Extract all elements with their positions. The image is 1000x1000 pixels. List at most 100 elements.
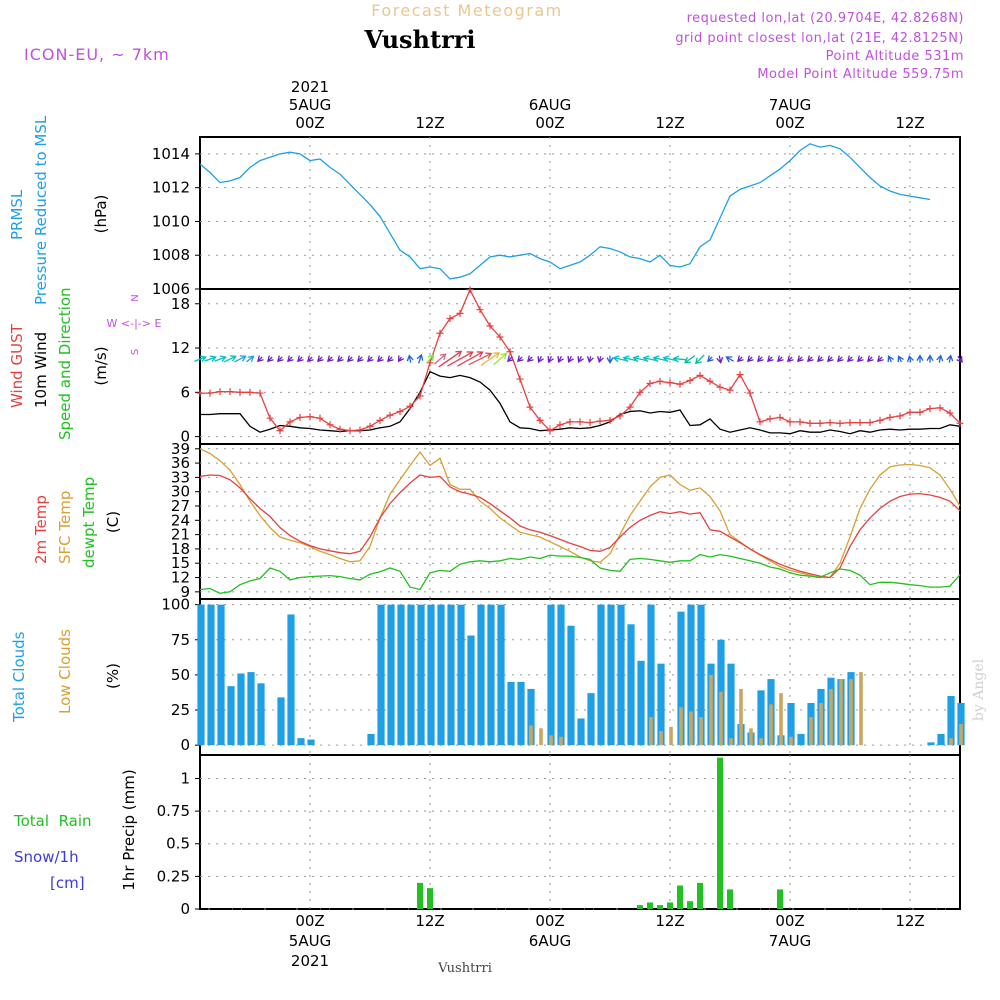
- bottom-day-label: 5AUG: [289, 932, 331, 950]
- wind-unit: (m/s): [92, 346, 110, 385]
- total-cloud-bar: [287, 614, 295, 746]
- total-cloud-bar: [677, 611, 685, 746]
- requested-coords: requested lon,lat (20.9704E, 42.8268N): [687, 11, 964, 26]
- temp-series: [199, 448, 961, 594]
- bottom-tick-label: 12Z: [895, 912, 924, 930]
- wind-gust-marker: [706, 377, 714, 385]
- wind-gust-marker: [576, 418, 584, 426]
- wind-gust-marker: [936, 404, 944, 412]
- rain-bar: [657, 905, 663, 909]
- total-cloud-bar: [277, 697, 285, 746]
- total-cloud-bar: [237, 673, 245, 746]
- credit: by Angel: [971, 658, 987, 721]
- wind-arrow-head: [757, 355, 764, 363]
- total-cloud-bar: [797, 733, 805, 746]
- wind-gust-marker: [376, 416, 384, 424]
- total-cloud-bar: [697, 604, 705, 746]
- precip-ytick-label: 1: [180, 769, 190, 787]
- wind-arrow-head: [209, 355, 217, 362]
- wind-arrow-head: [867, 355, 874, 363]
- wind-arrow-head: [287, 355, 294, 363]
- wind-arrow-head: [662, 355, 670, 363]
- wind-ytick-label: 12: [171, 339, 190, 357]
- cloud-label-2: Low Clouds: [56, 629, 74, 714]
- total-cloud-bar: [407, 604, 415, 746]
- wind-gust-marker: [276, 427, 284, 435]
- total-cloud-bar: [787, 703, 795, 746]
- total-cloud-bar: [947, 695, 955, 746]
- wind-arrow-head: [777, 355, 784, 363]
- wind-arrow-head: [476, 351, 484, 358]
- wind-arrow-head: [507, 355, 514, 363]
- wind-gust-marker: [356, 426, 364, 434]
- pressure-labels: PRMSL Pressure Reduced to MSL (hPa): [8, 115, 110, 305]
- wind-gust-marker: [536, 416, 544, 424]
- wind-gust-marker: [606, 416, 614, 424]
- total-cloud-bar: [517, 681, 525, 746]
- temp-ytick-label: 33: [171, 468, 190, 486]
- temp-label-3: dewpt Temp: [80, 477, 98, 568]
- wind-gust-marker: [946, 409, 954, 417]
- wind-panel: 0 6 12 18: [171, 288, 961, 446]
- wind-arrow-head: [596, 356, 604, 364]
- wind-gust-marker: [806, 419, 814, 427]
- wind-gust-marker: [586, 419, 594, 427]
- wind-gust-marker: [786, 418, 794, 426]
- wind-arrow-head: [877, 355, 884, 363]
- wind-arrow-head: [747, 355, 754, 363]
- bottom-year: 2021: [291, 952, 329, 970]
- wind-gust-marker: [886, 413, 894, 421]
- wind-arrow-head: [807, 355, 814, 363]
- precip-label-1: Total Rain: [13, 812, 92, 830]
- wind-gust-marker: [316, 414, 324, 422]
- wind-gust-marker: [626, 403, 634, 411]
- wind-gust-marker: [216, 388, 224, 396]
- wind-arrow-head: [817, 355, 824, 363]
- low-cloud-bar: [709, 674, 713, 746]
- wind-arrow-head: [219, 355, 227, 362]
- wind-gust-marker: [686, 377, 694, 385]
- wind-gust-marker: [876, 416, 884, 424]
- wind-arrow: [447, 351, 473, 367]
- footer-name: Vushtrri: [437, 961, 492, 976]
- bottom-tick-label: 12Z: [655, 912, 684, 930]
- clouds-ytick-label: 50: [171, 666, 190, 684]
- total-cloud-bar: [477, 604, 485, 746]
- rain-bar: [427, 888, 433, 909]
- wind-gust-marker: [516, 375, 524, 383]
- wind-arrow-head: [946, 354, 954, 362]
- wind-gust-marker: [566, 418, 574, 426]
- wind-arrow-head: [327, 355, 334, 363]
- wind-arrow-head: [887, 355, 894, 363]
- total-cloud-bar: [607, 604, 615, 746]
- total-cloud-bar: [457, 604, 465, 746]
- wind-gust-marker: [226, 388, 234, 396]
- temp-ytick-label: 36: [171, 454, 190, 472]
- wind-gust-marker: [766, 415, 774, 423]
- wind-arrow: [493, 353, 507, 366]
- pressure-label-1: PRMSL: [8, 189, 26, 240]
- wind-gust-marker: [796, 418, 804, 426]
- total-cloud-bar: [297, 738, 305, 746]
- wind-label-2: 10m Wind: [32, 332, 50, 408]
- wind-arrow-head: [707, 355, 714, 363]
- precip-ytick-label: 0.25: [157, 867, 190, 885]
- wind-gust-marker: [266, 414, 274, 422]
- top-tick-label: 00Z: [295, 114, 324, 132]
- rain-bar: [697, 882, 703, 909]
- clouds-ytick-label: 100: [161, 596, 190, 614]
- bottom-day-label: 7AUG: [769, 932, 811, 950]
- low-cloud-bar: [699, 717, 703, 746]
- wind-arrow-head: [317, 355, 324, 363]
- dewpoint-line: [199, 553, 961, 594]
- top-day-label: 6AUG: [529, 96, 571, 114]
- cloud-unit: (%): [104, 663, 122, 689]
- wind-arrow-head: [537, 356, 544, 364]
- wind-arrow-head: [493, 352, 501, 359]
- wind-arrow: [480, 352, 500, 366]
- wind-gust-marker: [666, 379, 674, 387]
- wind-frame: [199, 288, 961, 445]
- wind-arrow-head: [257, 355, 264, 363]
- total-cloud-bar: [227, 686, 235, 746]
- top-tick-label: 00Z: [535, 114, 564, 132]
